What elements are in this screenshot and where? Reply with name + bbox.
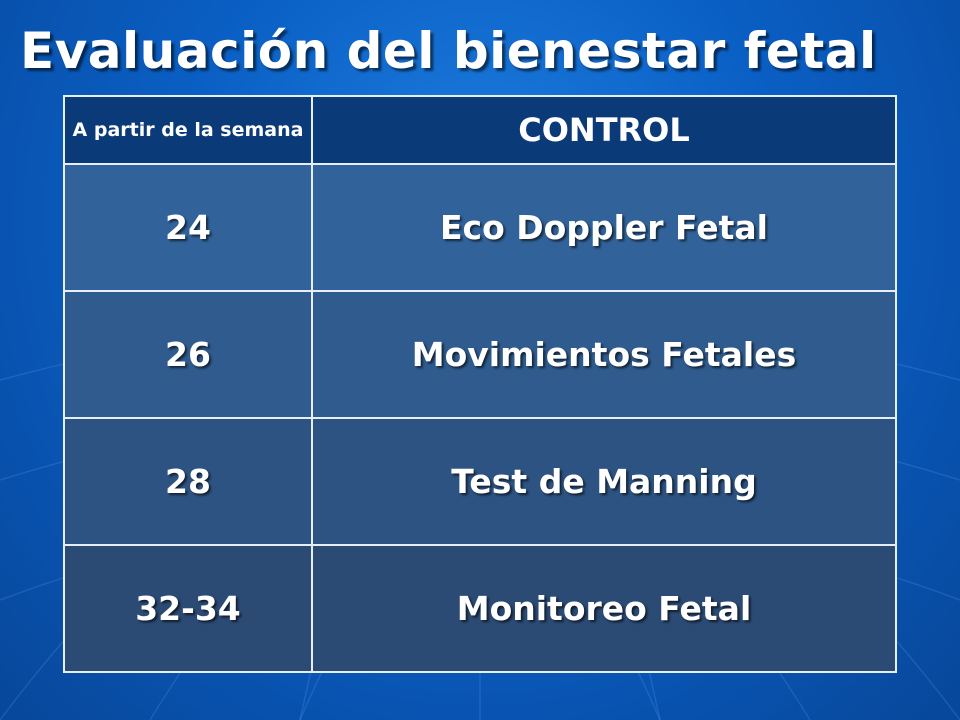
table-row: 32-34 Monitoreo Fetal [63, 544, 897, 673]
fetal-evaluation-table: A partir de la semana CONTROL 24 Eco Dop… [63, 95, 897, 673]
header-control: CONTROL [311, 95, 897, 165]
control-cell: Monitoreo Fetal [311, 544, 897, 673]
control-cell: Test de Manning [311, 417, 897, 546]
header-week: A partir de la semana [63, 95, 313, 165]
table-row: 24 Eco Doppler Fetal [63, 163, 897, 292]
table-header-row: A partir de la semana CONTROL [63, 95, 897, 165]
week-cell: 28 [63, 417, 313, 546]
control-cell: Movimientos Fetales [311, 290, 897, 419]
week-cell: 32-34 [63, 544, 313, 673]
week-cell: 24 [63, 163, 313, 292]
table-row: 28 Test de Manning [63, 417, 897, 546]
slide-title: Evaluación del bienestar fetal [20, 22, 877, 80]
week-cell: 26 [63, 290, 313, 419]
control-cell: Eco Doppler Fetal [311, 163, 897, 292]
table-row: 26 Movimientos Fetales [63, 290, 897, 419]
